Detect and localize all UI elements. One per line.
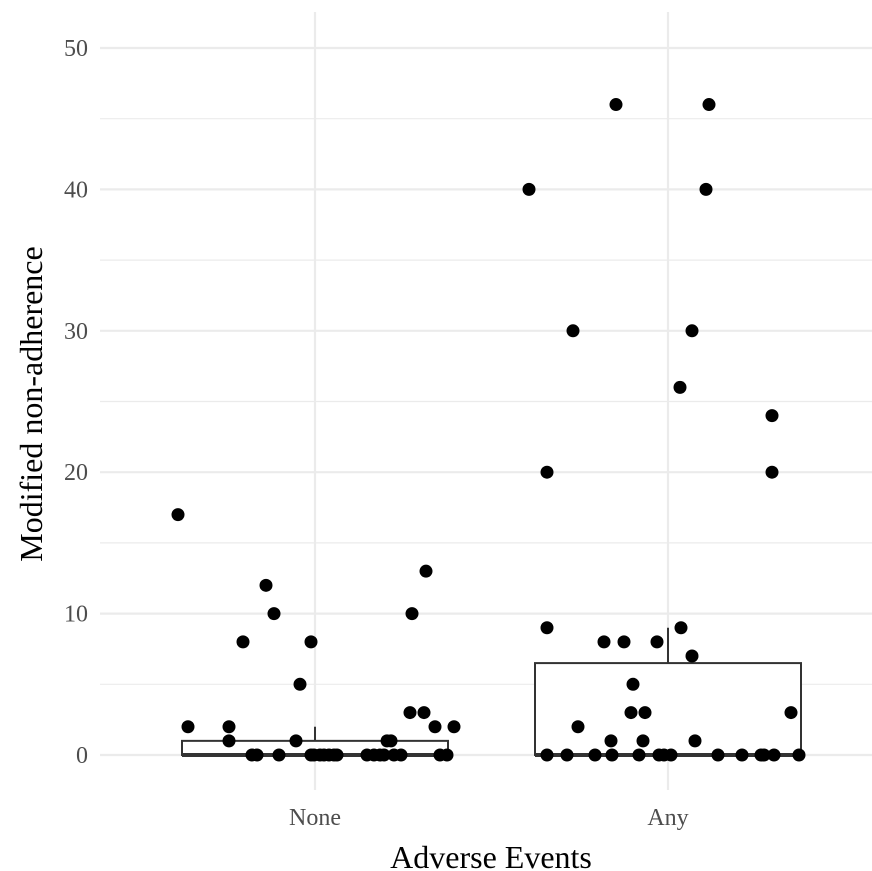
data-point (685, 324, 699, 338)
data-point (735, 748, 749, 762)
data-point (560, 748, 574, 762)
data-point (674, 621, 688, 635)
y-tick-label: 30 (64, 319, 88, 345)
data-point (604, 734, 618, 748)
y-tick-label: 0 (76, 743, 88, 769)
data-point (428, 720, 442, 734)
data-point (597, 635, 611, 649)
y-tick-label: 10 (64, 602, 88, 628)
y-axis-title: Modified non-adherence (13, 246, 49, 561)
data-point (617, 635, 631, 649)
data-point (417, 706, 431, 720)
data-point (289, 734, 303, 748)
data-point (566, 324, 580, 338)
x-axis-title: Adverse Events (390, 839, 592, 871)
data-point (522, 182, 536, 196)
data-point (394, 748, 408, 762)
data-point (384, 734, 398, 748)
data-point (792, 748, 806, 762)
data-point (650, 635, 664, 649)
y-tick-label: 50 (64, 36, 88, 62)
data-point (688, 734, 702, 748)
data-point (673, 380, 687, 394)
data-point (403, 706, 417, 720)
data-point (754, 748, 768, 762)
data-point (636, 734, 650, 748)
tick-labels: 0 10 20 30 40 50 None Any (64, 36, 689, 831)
data-point (293, 677, 307, 691)
data-point (440, 748, 454, 762)
data-point (222, 720, 236, 734)
data-point (447, 720, 461, 734)
data-point (236, 635, 250, 649)
data-point (588, 748, 602, 762)
box-any (534, 627, 802, 757)
data-point (377, 748, 391, 762)
y-tick-label: 20 (64, 460, 88, 486)
data-point (540, 621, 554, 635)
data-point (632, 748, 646, 762)
y-tick-label: 40 (64, 177, 88, 203)
data-point (250, 748, 264, 762)
data-point (540, 748, 554, 762)
data-point (626, 677, 640, 691)
box-rect (534, 662, 802, 757)
data-point (330, 748, 344, 762)
data-point (664, 748, 678, 762)
data-point (765, 409, 779, 423)
data-point (181, 720, 195, 734)
data-point (259, 578, 273, 592)
data-points (171, 98, 806, 762)
data-point (784, 706, 798, 720)
data-point (767, 748, 781, 762)
data-point (171, 508, 185, 522)
data-point (638, 706, 652, 720)
data-point (405, 607, 419, 621)
data-point (222, 734, 236, 748)
data-point (304, 635, 318, 649)
data-point (624, 706, 638, 720)
data-point (685, 649, 699, 663)
data-point (711, 748, 725, 762)
data-point (765, 465, 779, 479)
data-point (272, 748, 286, 762)
data-point (419, 564, 433, 578)
data-point (540, 465, 554, 479)
data-point (702, 98, 716, 112)
data-point (267, 607, 281, 621)
x-tick-label: None (289, 805, 341, 831)
data-point (609, 98, 623, 112)
x-tick-label: Any (647, 805, 688, 831)
data-point (699, 182, 713, 196)
data-point (605, 748, 619, 762)
boxes (181, 627, 802, 757)
data-point (571, 720, 585, 734)
